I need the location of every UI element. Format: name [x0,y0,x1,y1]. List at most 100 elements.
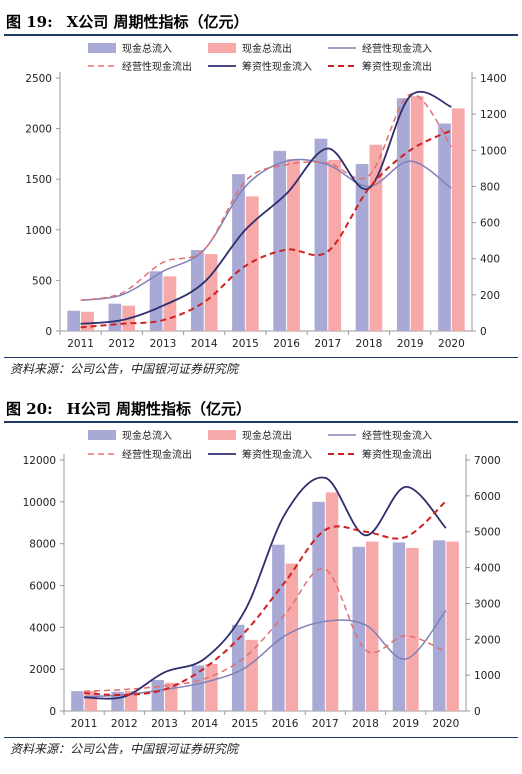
x-tick-label-0: 2011 [67,338,94,350]
bar-0-1 [111,691,124,711]
bar-1-4 [245,196,259,331]
bar-0-9 [438,123,451,331]
y-tick-label-left-0: 0 [45,326,52,338]
bar-0-2 [151,680,164,711]
legend-label-4: 筹资性现金流入 [242,60,312,73]
y-tick-label-right-0: 0 [474,706,481,718]
bar-0-4 [231,624,245,711]
y-tick-label-right-5: 1000 [480,145,507,157]
bar-1-2 [165,682,178,711]
legend-swatch-0 [88,430,116,440]
y-tick-label-left-2: 4000 [29,622,56,634]
bar-1-9 [446,541,459,711]
bar-0-2 [149,271,163,331]
x-tick-label-4: 2015 [232,718,259,730]
x-tick-label-1: 2012 [108,338,135,350]
figure-20-number: 图 20: [6,399,53,418]
x-tick-label-6: 2017 [312,718,339,730]
y-tick-label-left-0: 0 [49,706,56,718]
bar-0-6 [314,138,328,331]
bar-0-4 [232,174,245,331]
y-tick-label-left-2: 1000 [25,225,52,237]
bar-0-3 [191,665,205,711]
figure-19-source-rule [4,357,518,358]
figure-20-text: H公司 周期性指标（亿元） [66,399,252,418]
y-tick-label-right-1: 200 [480,290,500,302]
y-tick-label-left-1: 2000 [29,664,56,676]
y-tick-label-left-5: 10000 [23,497,56,509]
y-tick-label-left-5: 2500 [25,73,52,85]
bar-1-5 [285,563,299,711]
bar-1-3 [204,254,218,331]
y-tick-label-left-3: 6000 [29,581,56,593]
x-tick-label-9: 2020 [433,718,460,730]
bar-0-7 [355,164,369,331]
figure-20-source: 资料来源：公司公告，中国银河证券研究院 [10,742,239,756]
legend-swatch-0 [88,43,116,53]
figure-19-title-rule [4,34,518,36]
series-line-0 [84,610,447,698]
bar-0-5 [272,544,285,711]
y-tick-label-left-6: 12000 [23,455,56,467]
bar-1-9 [451,108,465,331]
bar-0-1 [108,303,122,331]
y-tick-label-right-3: 3000 [474,598,501,610]
y-tick-label-left-1: 500 [32,275,52,287]
x-tick-label-7: 2018 [356,338,383,350]
y-tick-label-right-2: 400 [480,254,500,266]
x-tick-label-8: 2019 [397,338,424,350]
x-tick-label-2: 2013 [150,338,177,350]
figure-20-chart: 现金总流入 现金总流出 经营性现金流入 经营性现金流出 筹资性现金流入 筹资性现金流出 0 2… [0,423,522,735]
legend-label-3: 经营性现金流出 [122,448,192,461]
series-line-1 [80,93,453,302]
bar-1-6 [325,492,339,711]
legend-swatch-1 [208,430,236,440]
x-tick-label-4: 2015 [232,338,259,350]
bar-1-7 [366,541,379,711]
x-tick-label-9: 2020 [438,338,465,350]
y-tick-label-right-6: 6000 [474,491,501,503]
x-tick-label-7: 2018 [352,718,379,730]
figure-19-source: 资料来源：公司公告，中国银河证券研究院 [10,362,239,376]
y-tick-label-right-2: 2000 [474,634,501,646]
legend-label-2: 经营性现金流入 [362,429,432,442]
x-tick-label-6: 2017 [314,338,341,350]
figure-19-chart: 现金总流入 现金总流出 经营性现金流入 经营性现金流出 筹资性现金流入 筹资性现金流出 0 5… [0,36,522,356]
y-tick-label-right-6: 1200 [480,109,507,121]
series-line-2 [84,476,447,700]
legend-label-5: 筹资性现金流出 [362,60,432,73]
series-line-3 [80,129,452,329]
y-tick-label-right-1: 1000 [474,670,501,682]
y-tick-label-left-4: 2000 [25,124,52,136]
y-tick-label-left-3: 1500 [25,174,52,186]
bar-0-9 [432,540,446,711]
x-tick-label-2: 2013 [151,718,178,730]
y-tick-label-right-7: 7000 [474,455,501,467]
bar-0-3 [190,250,204,331]
y-tick-label-right-7: 1400 [480,73,507,85]
figure-19-text: X公司 周期性指标（亿元） [66,12,249,31]
figure-20-title: 图 20: H公司 周期性指标（亿元） [6,396,251,420]
legend-label-4: 筹资性现金流入 [242,448,312,461]
bar-1-7 [369,144,383,331]
bar-0-8 [396,98,410,331]
figure-20-title-rule [4,421,518,423]
bar-1-4 [245,639,258,711]
y-tick-label-right-5: 5000 [474,527,501,539]
bar-1-5 [287,158,300,331]
legend-label-1: 现金总流出 [242,42,292,55]
legend-label-5: 筹资性现金流出 [362,448,432,461]
bar-1-8 [406,547,419,711]
legend-label-0: 现金总流入 [122,42,172,55]
y-tick-label-left-4: 8000 [29,539,56,551]
series-line-0 [80,158,452,302]
bar-1-6 [328,159,342,331]
legend-label-3: 经营性现金流出 [122,60,192,73]
bar-0-5 [273,150,287,331]
bar-0-0 [67,310,81,331]
bar-1-8 [410,96,424,331]
figure-19-title: 图 19: X公司 周期性指标（亿元） [6,9,249,33]
x-tick-label-8: 2019 [392,718,419,730]
